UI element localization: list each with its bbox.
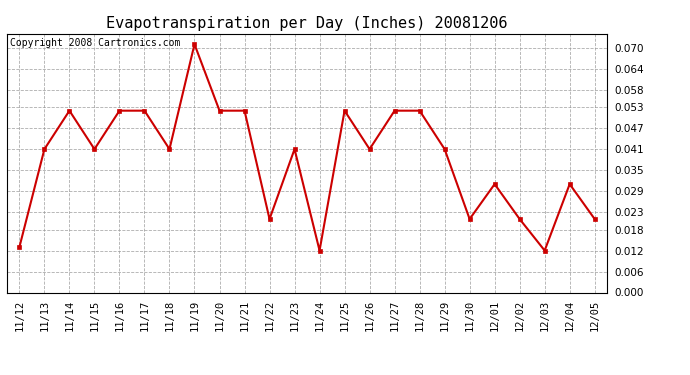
Text: Copyright 2008 Cartronics.com: Copyright 2008 Cartronics.com (10, 38, 180, 48)
Title: Evapotranspiration per Day (Inches) 20081206: Evapotranspiration per Day (Inches) 2008… (106, 16, 508, 31)
